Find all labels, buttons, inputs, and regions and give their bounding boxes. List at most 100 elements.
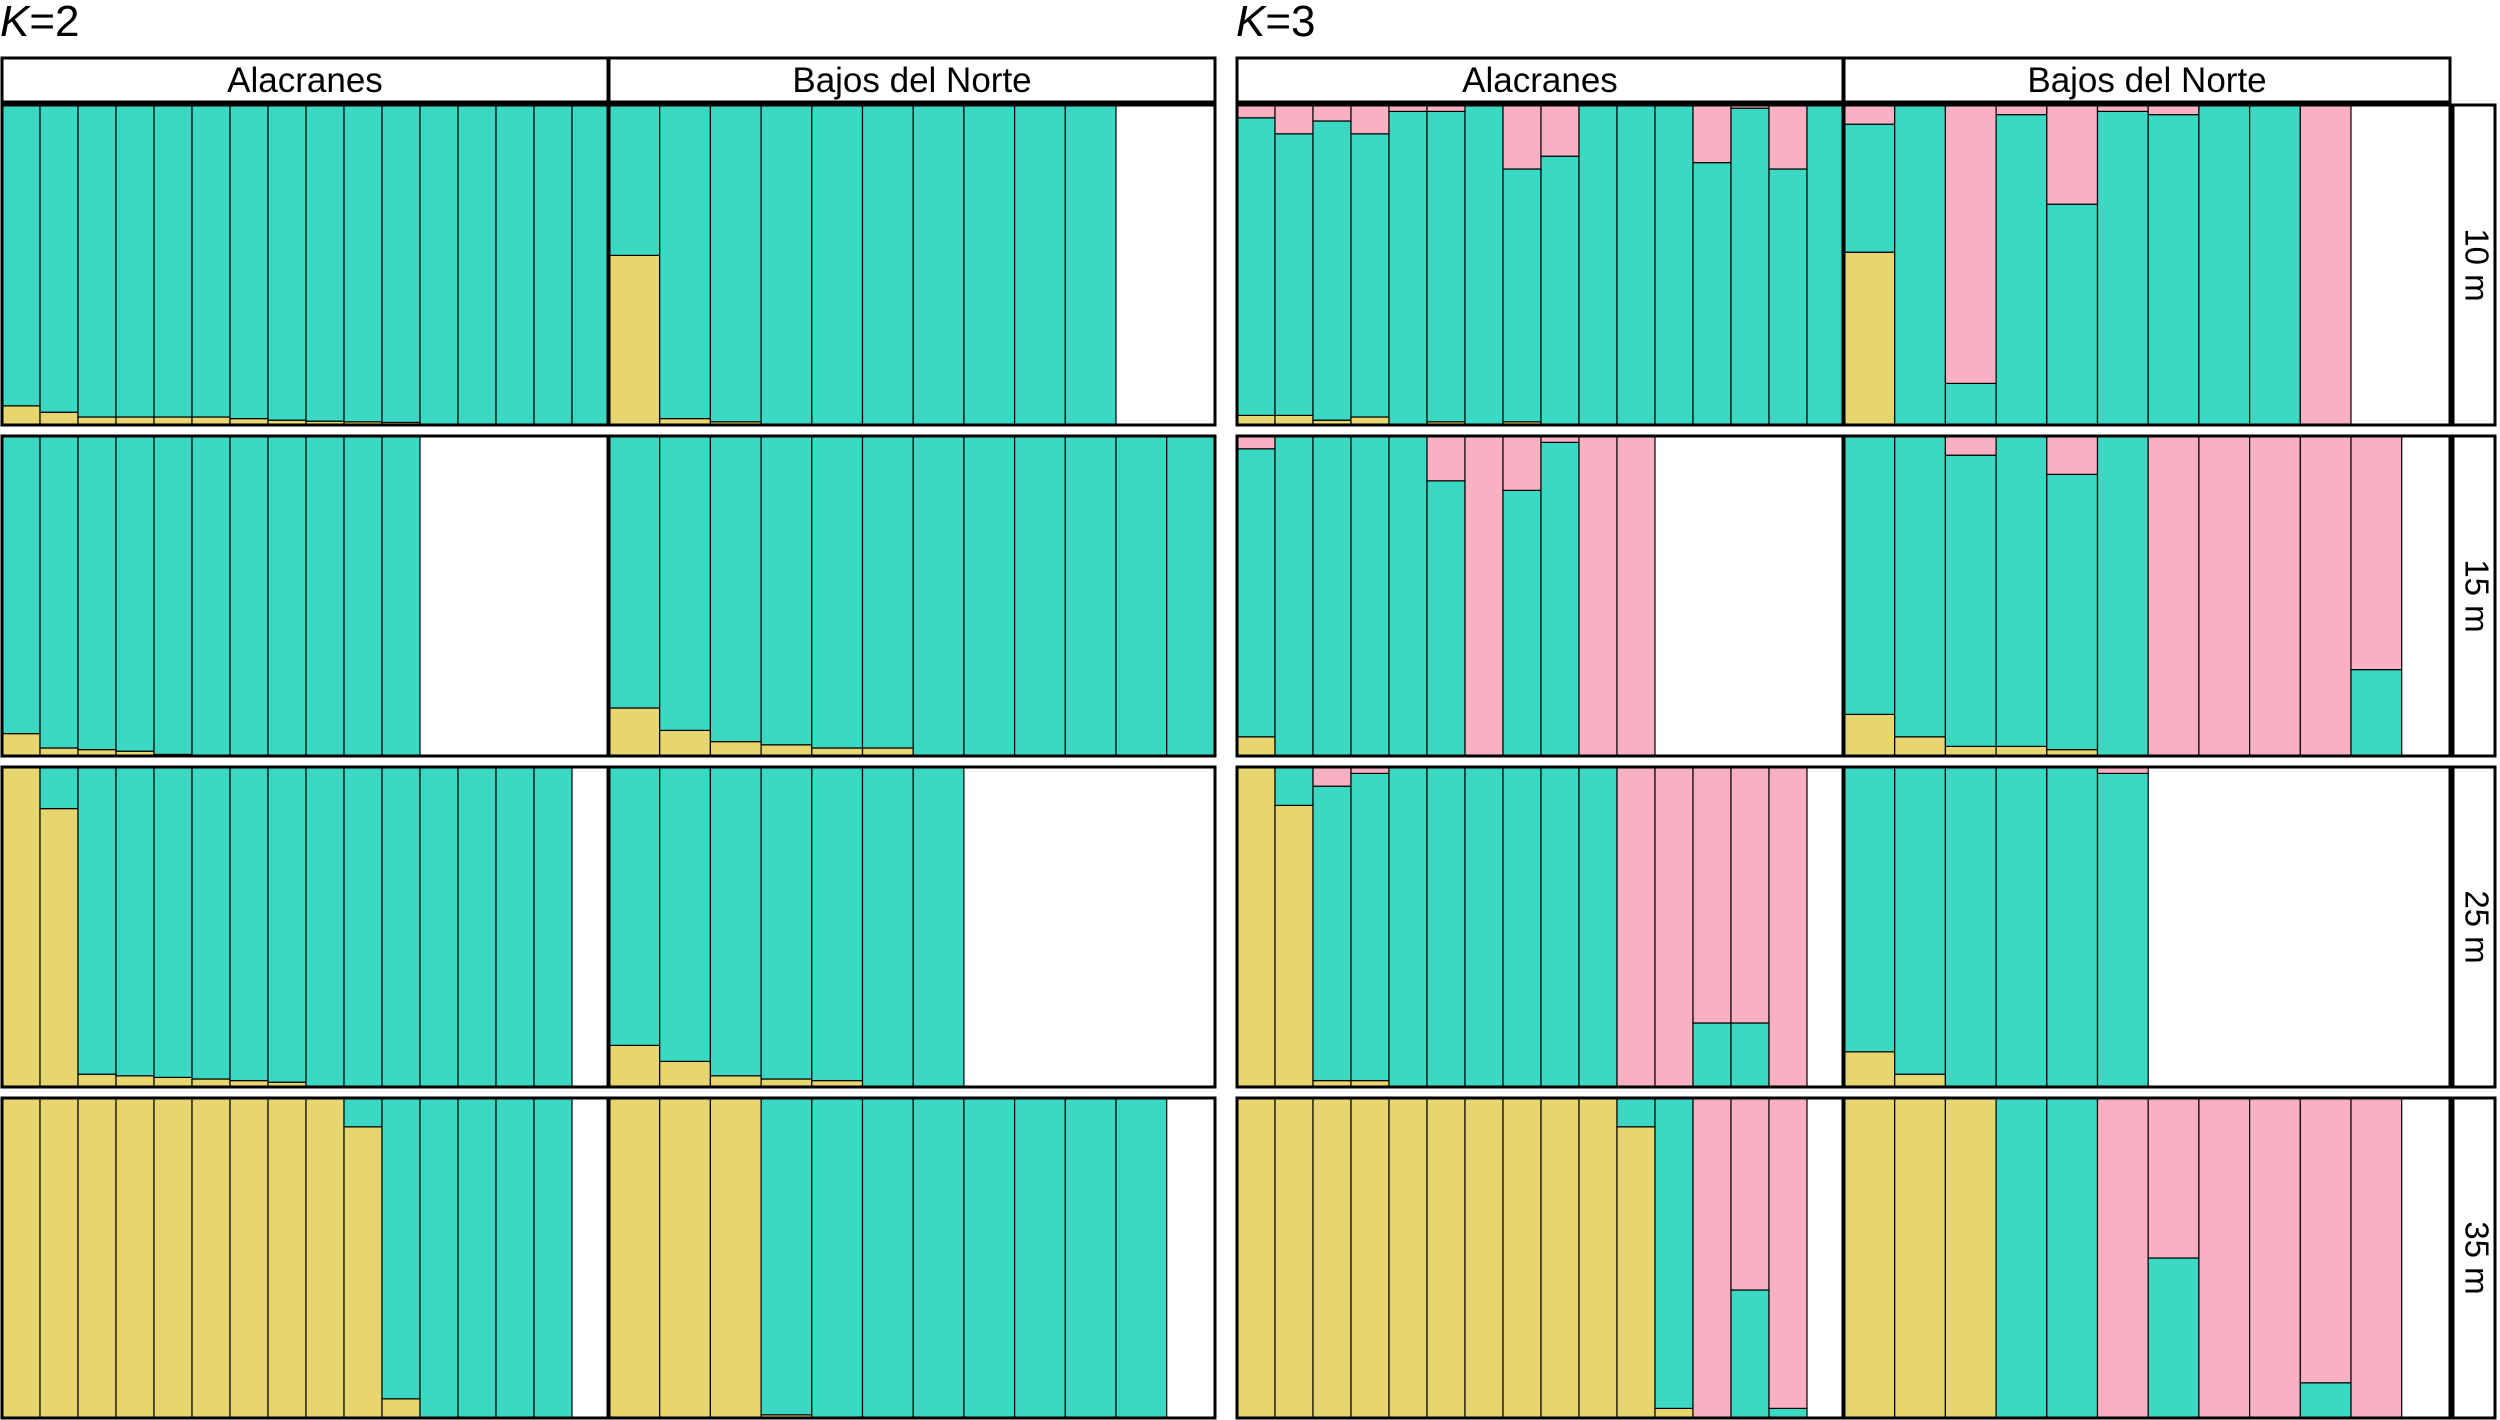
- bar-segment-k3-r2-c2-ind7-cluster3: [2147, 435, 2200, 757]
- bar-segment-k3-r2-c1-ind9-cluster2: [1540, 441, 1580, 757]
- bar-segment-k2-r4-c2-ind11-cluster2: [1115, 1097, 1168, 1419]
- panel-k2-label-rest: =2: [29, 0, 79, 46]
- column-label-k3-1: Alacranes: [1462, 61, 1618, 100]
- bar-segment-k2-r4-c1-ind8-cluster1: [267, 1097, 307, 1419]
- bar-segment-k3-r1-c2-ind6-cluster2: [2096, 110, 2149, 426]
- cell-frame-k2-r3-c2: [607, 765, 1217, 1089]
- bar-segment-k2-r1-c1-ind12-cluster2: [419, 104, 459, 426]
- bar-segment-k3-r1-c2-ind1-cluster1: [1843, 251, 1896, 426]
- bar-segment-k3-r1-c1-ind12-cluster2: [1654, 104, 1694, 426]
- bar-segment-k2-r3-c1-ind1-cluster1: [1, 766, 41, 1088]
- bar-segment-k2-r2-c1-ind1-cluster1: [1, 732, 41, 757]
- bar-segment-k3-r3-c1-ind13-cluster2: [1692, 1022, 1732, 1088]
- bar-segment-k3-r3-c1-ind12-cluster3: [1654, 766, 1694, 1088]
- bar-segment-k2-r3-c2-ind7-cluster2: [912, 766, 965, 1088]
- bar-segment-k3-r2-c1-ind3-cluster2: [1312, 435, 1352, 757]
- bar-segment-k3-r1-c2-ind7-cluster2: [2147, 113, 2200, 426]
- column-label-k2-1: Alacranes: [227, 61, 383, 100]
- bar-segment-k3-r3-c1-ind13-cluster3: [1692, 766, 1732, 1024]
- bar-segment-k3-r2-c2-ind4-cluster2: [1995, 435, 2048, 747]
- panel-k3-label-italic: K: [1236, 0, 1267, 46]
- bar-segment-k3-r1-c1-ind8-cluster3: [1502, 104, 1542, 170]
- bar-segment-k3-r1-c1-ind15-cluster3: [1768, 104, 1808, 170]
- cell-frame-k3-r4-c2: [1842, 1096, 2452, 1420]
- bar-segment-k3-r4-c2-ind6-cluster3: [2096, 1097, 2149, 1419]
- header-box-k3-1: [1235, 56, 1845, 104]
- depth-box-1: [2451, 103, 2497, 427]
- bar-segment-k2-r4-c1-ind9-cluster1: [305, 1097, 345, 1419]
- bar-segment-k3-r4-c2-ind7-cluster3: [2147, 1097, 2200, 1259]
- bar-segment-k2-r2-c2-ind4-cluster1: [760, 744, 813, 757]
- bar-segment-k2-r3-c1-ind15-cluster2: [533, 766, 573, 1088]
- bar-segment-k3-r4-c1-ind2-cluster1: [1274, 1097, 1314, 1419]
- cell-k2-r2-c2: [607, 434, 1217, 758]
- bar-segment-k3-r4-c2-ind11-cluster3: [2350, 1097, 2403, 1419]
- bar-segment-k2-r1-c1-ind11-cluster2: [381, 104, 421, 424]
- cell-k2-r3-c1: [0, 765, 610, 1089]
- bar-segment-k2-r1-c1-ind16-cluster2: [571, 104, 609, 426]
- bar-segment-k3-r1-c2-ind3-cluster2: [1944, 382, 1997, 426]
- bar-segment-k2-r4-c2-ind4-cluster2: [760, 1097, 813, 1416]
- cell-k3-r3-c2: [1842, 765, 2452, 1089]
- bar-segment-k2-r4-c1-ind6-cluster1: [191, 1097, 231, 1419]
- bar-segment-k2-r2-c2-ind6-cluster2: [861, 435, 914, 749]
- bar-segment-k2-r1-c2-ind10-cluster2: [1064, 104, 1117, 426]
- bar-segment-k3-r4-c1-ind14-cluster3: [1730, 1097, 1770, 1291]
- column-label-k3-2: Bajos del Norte: [2027, 61, 2266, 100]
- bar-segment-k3-r2-c1-ind6-cluster3: [1426, 435, 1466, 482]
- bar-segment-k3-r2-c1-ind11-cluster3: [1616, 435, 1656, 757]
- bar-segment-k3-r1-c2-ind4-cluster2: [1995, 113, 2048, 426]
- bar-segment-k2-r4-c2-ind5-cluster2: [811, 1097, 864, 1419]
- bar-segment-k3-r2-c2-ind3-cluster3: [1944, 435, 1997, 456]
- bar-segment-k2-r4-c2-ind7-cluster2: [912, 1097, 965, 1419]
- bar-segment-k2-r2-c2-ind1-cluster1: [608, 707, 661, 757]
- cell-frame-k3-r1-c2: [1842, 103, 2452, 427]
- bar-segment-k3-r1-c1-ind3-cluster2: [1312, 120, 1352, 421]
- bar-segment-k3-r3-c1-ind2-cluster2: [1274, 766, 1314, 807]
- bar-segment-k3-r4-c2-ind4-cluster2: [1995, 1097, 2048, 1419]
- bar-segment-k3-r1-c1-ind10-cluster2: [1578, 104, 1618, 426]
- bar-segment-k2-r1-c1-ind14-cluster2: [495, 104, 535, 426]
- bar-segment-k3-r3-c1-ind14-cluster3: [1730, 766, 1770, 1024]
- bar-segment-k2-r2-c1-ind1-cluster2: [1, 435, 41, 735]
- bar-segment-k3-r1-c1-ind3-cluster3: [1312, 104, 1352, 122]
- bar-segment-k2-r4-c2-ind3-cluster1: [709, 1097, 762, 1419]
- bar-segment-k3-r4-c1-ind7-cluster1: [1464, 1097, 1504, 1419]
- bar-segment-k3-r4-c1-ind12-cluster2: [1654, 1097, 1694, 1409]
- bar-segment-k3-r3-c1-ind4-cluster2: [1350, 772, 1390, 1082]
- bar-segment-k3-r2-c2-ind11-cluster3: [2350, 435, 2403, 671]
- bar-segment-k2-r3-c2-ind3-cluster1: [709, 1075, 762, 1088]
- bar-segment-k3-r3-c2-ind6-cluster2: [2096, 772, 2149, 1088]
- cell-k2-r2-c1: [0, 434, 610, 758]
- bar-segment-k2-r3-c1-ind5-cluster2: [153, 766, 193, 1078]
- bar-segment-k2-r3-c2-ind4-cluster2: [760, 766, 813, 1080]
- bar-segment-k3-r3-c2-ind1-cluster2: [1843, 766, 1896, 1053]
- bar-segment-k2-r4-c1-ind4-cluster1: [115, 1097, 155, 1419]
- depth-box-3: [2451, 765, 2497, 1089]
- bar-segment-k3-r1-c1-ind4-cluster3: [1350, 104, 1390, 135]
- bar-segment-k2-r1-c2-ind2-cluster2: [659, 104, 712, 420]
- bar-segment-k2-r1-c1-ind10-cluster2: [343, 104, 383, 423]
- bar-segment-k2-r2-c1-ind8-cluster2: [267, 435, 307, 757]
- bar-segment-k3-r2-c1-ind7-cluster3: [1464, 435, 1504, 757]
- bar-segment-k3-r1-c2-ind10-cluster3: [2299, 104, 2352, 426]
- panel-k3-label-rest: =3: [1265, 0, 1315, 46]
- bar-segment-k3-r2-c1-ind1-cluster1: [1236, 736, 1276, 757]
- bar-segment-k2-r4-c1-ind2-cluster1: [39, 1097, 79, 1419]
- bar-segment-k2-r4-c1-ind10-cluster2: [343, 1097, 383, 1128]
- bar-segment-k2-r3-c1-ind10-cluster2: [343, 766, 383, 1088]
- bar-segment-k2-r3-c2-ind5-cluster2: [811, 766, 864, 1082]
- labels-layer: Alacranes Bajos del Norte Alacranes Bajos d…: [0, 56, 2497, 1420]
- bar-segment-k2-r1-c1-ind1-cluster2: [1, 104, 41, 407]
- bar-segment-k2-r4-c1-ind10-cluster1: [343, 1126, 383, 1419]
- bar-segment-k2-r2-c2-ind8-cluster2: [963, 435, 1016, 757]
- bar-segment-k3-r1-c1-ind9-cluster3: [1540, 104, 1580, 157]
- bar-segment-k2-r2-c2-ind3-cluster1: [709, 740, 762, 757]
- bar-segment-k2-r3-c2-ind6-cluster2: [861, 766, 914, 1088]
- bar-segment-k3-r1-c1-ind2-cluster3: [1274, 104, 1314, 135]
- bar-segment-k2-r2-c2-ind2-cluster1: [659, 729, 712, 757]
- cell-frame-k3-r3-c2: [1842, 765, 2452, 1089]
- bar-segment-k2-r4-c2-ind9-cluster2: [1013, 1097, 1066, 1419]
- cell-k3-r1-c2: [1842, 103, 2452, 427]
- bar-segment-k3-r4-c2-ind5-cluster2: [2046, 1097, 2099, 1419]
